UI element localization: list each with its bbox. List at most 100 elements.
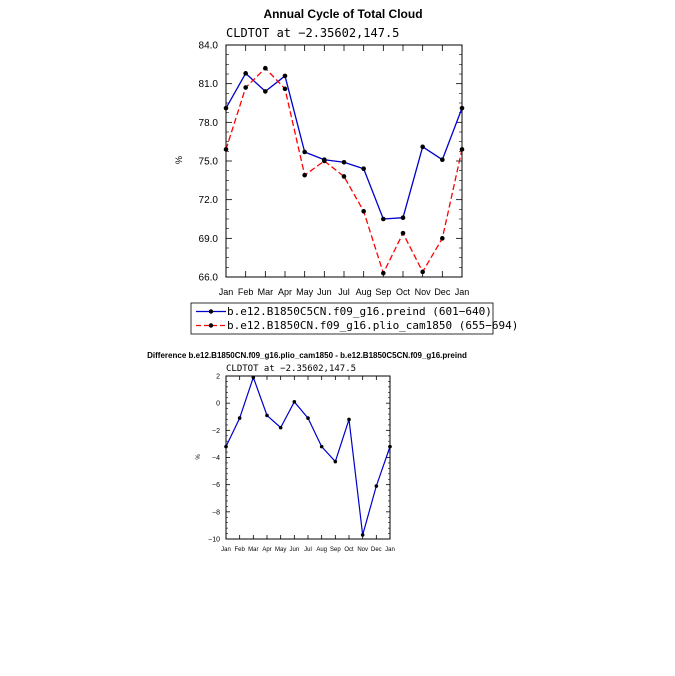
x-tick-label: Feb [238, 287, 254, 297]
data-point-1 [440, 236, 445, 241]
y-tick-label: 2 [216, 373, 220, 380]
data-point-1 [341, 174, 347, 179]
data-point-0 [333, 459, 338, 464]
data-point-0 [251, 375, 256, 380]
data-point-1 [322, 158, 327, 164]
legend-marker-0 [208, 309, 214, 314]
data-point-0 [361, 166, 366, 172]
x-tick-label: Apr [262, 547, 271, 553]
top-chart-series [223, 65, 465, 276]
x-tick-label: Jan [455, 287, 470, 297]
top-chart-axes [225, 44, 463, 278]
legend-box [190, 302, 494, 335]
data-point-1 [302, 172, 307, 178]
legend-label-0: b.e12.B1850C5CN.f09_g16.preind (601−640) [227, 305, 492, 318]
bottom-chart-axes [225, 375, 391, 540]
bottom-chart: Difference b.e12.B1850CN.f09_g16.plio_ca… [147, 351, 467, 553]
data-point-0 [282, 73, 288, 79]
series-line-0 [225, 376, 391, 536]
bottom-chart-ylabel: % [196, 454, 202, 460]
bottom-chart-series [224, 375, 392, 537]
series-line-0 [225, 72, 463, 220]
data-point-0 [374, 484, 379, 488]
top-chart-subtitle: CLDTOT at −2.35602,147.5 [226, 26, 399, 40]
y-tick-label: 84.0 [199, 41, 219, 52]
data-point-0 [400, 215, 406, 221]
y-tick-label: −8 [212, 509, 220, 516]
y-tick-label: 78.0 [199, 118, 219, 129]
data-point-0 [265, 413, 269, 418]
legend-label-1: b.e12.B1850CN.f09_g16.plio_cam1850 (655−… [227, 319, 518, 332]
y-tick-label: −2 [212, 428, 220, 435]
x-tick-label: Apr [278, 287, 292, 297]
data-point-1 [263, 65, 268, 71]
data-point-1 [420, 269, 425, 275]
x-tick-label: May [275, 547, 286, 553]
data-point-0 [243, 71, 248, 76]
legend-marker-1 [208, 323, 214, 328]
x-tick-label: Nov [415, 287, 432, 297]
data-point-0 [278, 425, 283, 430]
x-tick-label: Jun [317, 287, 332, 297]
top-chart-ylabel: % [174, 156, 184, 164]
x-tick-label: Jan [221, 547, 231, 553]
data-point-1 [361, 208, 366, 214]
data-point-0 [440, 157, 445, 163]
plot-frame [225, 375, 391, 540]
data-point-1 [243, 85, 248, 90]
top-chart-tick-labels: Jan Feb Mar Apr May Jun Jul Aug Sep Oct Nov Dec Jan6… [199, 41, 470, 298]
data-point-0 [263, 89, 268, 94]
data-point-0 [388, 444, 392, 449]
y-tick-label: −4 [212, 455, 220, 462]
data-point-0 [292, 400, 297, 404]
data-point-0 [459, 105, 465, 111]
bottom-chart-tick-labels: Jan Feb Mar Apr May Jun Jul Aug Sep Oct Nov Dec Jan−… [208, 373, 395, 553]
data-point-0 [341, 159, 347, 165]
bottom-chart-title: Difference b.e12.B1850CN.f09_g16.plio_ca… [147, 351, 467, 360]
x-tick-label: Jan [219, 287, 234, 297]
x-tick-label: Oct [344, 547, 354, 553]
data-point-1 [459, 147, 465, 152]
data-point-0 [302, 149, 307, 155]
top-chart-title: Annual Cycle of Total Cloud [263, 7, 422, 21]
y-tick-label: −10 [208, 536, 220, 543]
x-tick-label: Aug [316, 547, 327, 553]
x-tick-label: Dec [371, 547, 382, 553]
data-point-1 [282, 86, 288, 92]
data-point-0 [319, 444, 324, 449]
x-tick-label: Jan [385, 547, 395, 553]
y-tick-label: −6 [212, 482, 220, 489]
y-tick-label: 69.0 [199, 234, 219, 245]
series-line-1 [225, 67, 463, 274]
x-tick-label: Mar [248, 547, 258, 553]
x-tick-label: Mar [258, 287, 274, 297]
y-tick-label: 72.0 [199, 195, 219, 206]
data-point-0 [306, 416, 310, 420]
data-point-0 [224, 444, 228, 449]
x-tick-label: Nov [357, 547, 368, 553]
data-point-0 [420, 144, 425, 150]
data-point-0 [360, 533, 365, 537]
y-tick-label: 75.0 [199, 157, 219, 168]
top-chart: Annual Cycle of Total Cloud CLDTOT at −2… [174, 7, 469, 297]
data-point-1 [400, 230, 406, 236]
y-tick-label: 0 [216, 401, 220, 408]
data-point-0 [347, 417, 351, 422]
x-tick-label: Sep [330, 547, 341, 553]
x-tick-label: May [296, 287, 314, 297]
top-chart-legend: b.e12.B1850C5CN.f09_g16.preind (601−640)… [190, 302, 518, 335]
y-tick-label: 66.0 [199, 273, 219, 284]
x-tick-label: Jul [304, 547, 312, 553]
x-tick-label: Sep [375, 287, 391, 297]
y-tick-label: 81.0 [199, 79, 219, 90]
bottom-chart-subtitle: CLDTOT at −2.35602,147.5 [226, 364, 356, 374]
x-tick-label: Oct [396, 287, 411, 297]
x-tick-label: Aug [356, 287, 372, 297]
x-tick-label: Jun [289, 547, 299, 553]
x-tick-label: Jul [338, 287, 350, 297]
data-point-0 [223, 105, 229, 111]
x-tick-label: Dec [434, 287, 451, 297]
x-tick-label: Feb [234, 547, 245, 553]
data-point-1 [381, 270, 386, 276]
